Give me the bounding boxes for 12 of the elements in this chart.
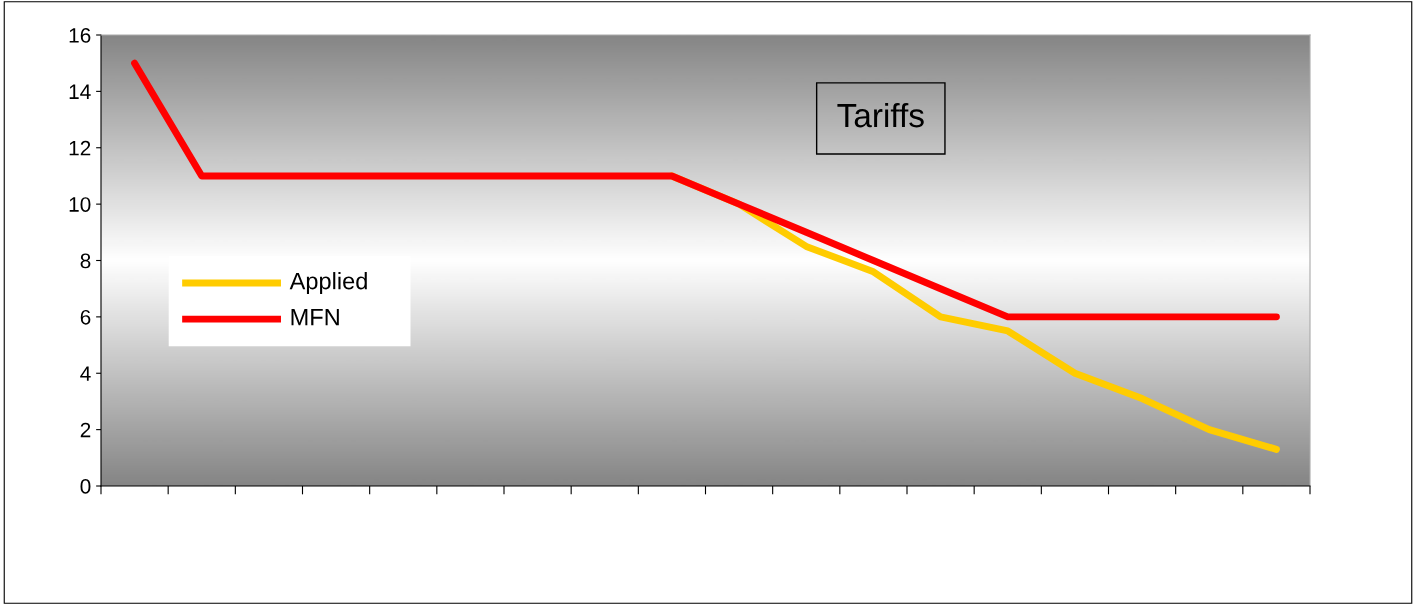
legend-label: Applied bbox=[289, 272, 367, 295]
y-tick-label: 10 bbox=[69, 197, 91, 212]
y-tick-label: 14 bbox=[69, 84, 91, 99]
y-tick-label: 2 bbox=[80, 422, 91, 438]
text: Tariffs bbox=[837, 102, 924, 128]
y-tick-label: 4 bbox=[80, 366, 91, 381]
y-tick-label: 0 bbox=[80, 479, 91, 494]
y-tick-label: 16 bbox=[69, 28, 91, 43]
y-tick-label: 6 bbox=[80, 309, 91, 325]
legend-label: MFN bbox=[291, 308, 339, 326]
y-tick-label: 8 bbox=[80, 253, 91, 269]
y-tick-label: 12 bbox=[69, 140, 91, 156]
